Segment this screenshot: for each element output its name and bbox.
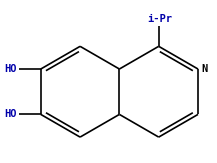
Text: N: N — [201, 64, 207, 74]
Text: HO: HO — [4, 109, 17, 119]
Text: i-Pr: i-Pr — [147, 14, 172, 24]
Text: HO: HO — [4, 64, 17, 74]
